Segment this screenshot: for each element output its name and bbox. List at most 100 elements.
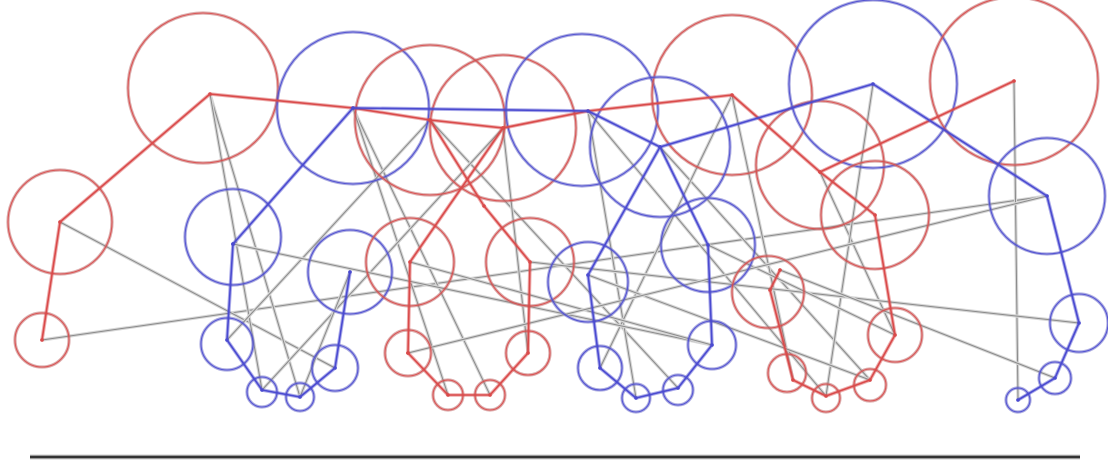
chain-node bbox=[351, 106, 355, 110]
chain-node bbox=[231, 242, 235, 246]
chain-node bbox=[488, 393, 492, 397]
colored-chain-layer bbox=[40, 79, 1081, 402]
chain-node bbox=[1012, 79, 1016, 83]
gray-connector bbox=[586, 109, 638, 400]
chain-node bbox=[676, 386, 680, 390]
chain-node bbox=[482, 204, 486, 208]
blue-circle bbox=[306, 228, 394, 316]
blue-circle bbox=[787, 0, 959, 170]
gray-connector bbox=[824, 82, 875, 398]
gray-connector bbox=[408, 260, 714, 347]
chain-node bbox=[298, 395, 302, 399]
chain-node bbox=[333, 366, 337, 370]
chain-node bbox=[634, 396, 638, 400]
chain-node bbox=[428, 118, 432, 122]
gray-connector bbox=[298, 270, 352, 399]
blue-circle bbox=[183, 187, 283, 287]
blue-circle bbox=[284, 381, 316, 413]
chain-node bbox=[208, 92, 212, 96]
chain-node bbox=[260, 388, 264, 392]
gray-connector bbox=[778, 268, 1057, 380]
blue-circle bbox=[987, 136, 1107, 256]
gray-connector bbox=[501, 126, 530, 355]
gray-connector-layer bbox=[40, 79, 1081, 402]
red-circle bbox=[866, 306, 924, 364]
blue-chain-1 bbox=[225, 242, 352, 399]
chain-node bbox=[706, 243, 710, 247]
red-circle bbox=[484, 216, 576, 308]
blue-circle bbox=[661, 373, 695, 407]
chain-node bbox=[710, 343, 714, 347]
chain-node bbox=[778, 268, 782, 272]
red-circle bbox=[754, 99, 886, 231]
chain-node bbox=[1045, 194, 1049, 198]
chain-node bbox=[586, 109, 590, 113]
blue-circle bbox=[1037, 360, 1073, 396]
red-circle bbox=[819, 159, 931, 271]
chain-node bbox=[225, 338, 229, 342]
gray-connector bbox=[706, 243, 897, 337]
chain-node bbox=[1016, 398, 1020, 402]
red-circle bbox=[650, 13, 814, 177]
chain-node bbox=[893, 333, 897, 337]
gray-connector bbox=[351, 106, 492, 397]
gray-connector bbox=[40, 194, 1049, 342]
blue-circle bbox=[686, 319, 738, 371]
chain-node bbox=[791, 378, 795, 382]
red-circle bbox=[810, 382, 842, 414]
red-circle bbox=[928, 0, 1100, 167]
blue-circle bbox=[576, 344, 624, 392]
blue-circle bbox=[620, 382, 652, 414]
chain-node bbox=[824, 394, 828, 398]
blue-circle bbox=[588, 75, 732, 219]
chain-node bbox=[598, 366, 602, 370]
chain-node bbox=[446, 393, 450, 397]
gray-connector bbox=[208, 92, 302, 399]
chain-node bbox=[501, 126, 505, 130]
chain-node bbox=[526, 351, 530, 355]
red-chain-1 bbox=[40, 92, 897, 398]
gray-connector bbox=[1012, 79, 1020, 402]
chain-node bbox=[1053, 376, 1057, 380]
chain-node bbox=[348, 270, 352, 274]
red-circle bbox=[126, 11, 280, 165]
blue-circle bbox=[659, 196, 757, 294]
blue-chain-3 bbox=[658, 82, 1081, 402]
chain-node bbox=[730, 93, 734, 97]
chain-node bbox=[586, 273, 590, 277]
gray-connector bbox=[598, 93, 734, 370]
gray-connector bbox=[730, 93, 795, 382]
gray-connector bbox=[58, 220, 337, 370]
blue-circle bbox=[1004, 386, 1032, 414]
chain-node bbox=[818, 170, 822, 174]
red-circle bbox=[13, 311, 71, 369]
red-circle bbox=[730, 254, 806, 330]
gray-connector bbox=[231, 242, 714, 347]
red-circle bbox=[6, 168, 114, 276]
blue-circle bbox=[275, 30, 431, 186]
chain-node bbox=[768, 288, 772, 292]
blue-circle bbox=[199, 316, 255, 372]
chain-node bbox=[1077, 321, 1081, 325]
red-circle bbox=[428, 53, 578, 203]
blue-circle bbox=[1048, 292, 1108, 354]
blue-circle bbox=[310, 343, 360, 393]
red-circle bbox=[364, 216, 456, 308]
red-circle bbox=[353, 43, 507, 197]
chain-node bbox=[40, 338, 44, 342]
gray-connector bbox=[225, 118, 432, 342]
red-chain-4 bbox=[818, 79, 1016, 174]
chain-node bbox=[528, 260, 532, 264]
chain-node bbox=[658, 145, 662, 149]
chain-node bbox=[406, 351, 410, 355]
chain-node bbox=[868, 378, 872, 382]
chain-node bbox=[408, 260, 412, 264]
circle-layer bbox=[6, 0, 1108, 414]
blue-circle bbox=[546, 240, 630, 324]
chain-node bbox=[58, 220, 62, 224]
chain-node bbox=[871, 82, 875, 86]
chain-node bbox=[873, 213, 877, 217]
gray-connector bbox=[818, 170, 897, 337]
gray-connector bbox=[406, 194, 1049, 355]
